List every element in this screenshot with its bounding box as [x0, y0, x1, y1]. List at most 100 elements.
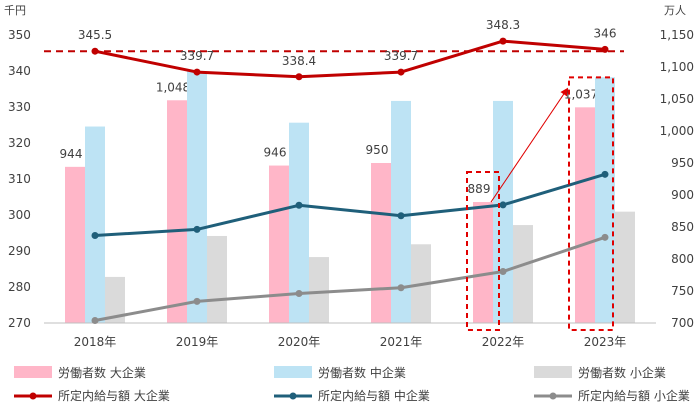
- right-tick-label: 1,000: [660, 124, 694, 138]
- left-tick-label: 270: [8, 316, 31, 330]
- line-point: [601, 233, 609, 241]
- left-tick-label: 320: [8, 136, 31, 150]
- bar: [65, 166, 85, 323]
- highlight-box: [466, 171, 500, 331]
- bar: [207, 235, 227, 323]
- highlight-box: [568, 76, 614, 331]
- left-axis-unit: 千円: [4, 4, 26, 17]
- line-point: [397, 212, 405, 220]
- line-point: [295, 73, 303, 81]
- line-data-label: 339.7: [384, 49, 418, 63]
- left-tick-label: 340: [8, 64, 31, 78]
- legend-swatch: [14, 366, 52, 378]
- right-tick-label: 950: [671, 156, 694, 170]
- legend-label: 所定内給与額 小企業: [578, 388, 690, 403]
- line-point: [499, 37, 507, 45]
- legend-swatch: [274, 366, 312, 378]
- right-tick-label: 850: [671, 220, 694, 234]
- bar: [309, 257, 329, 323]
- legend-swatch: [534, 366, 572, 378]
- bar-data-label: 946: [264, 146, 287, 160]
- line-point: [295, 201, 303, 209]
- line-point: [397, 68, 405, 76]
- left-tick-label: 310: [8, 172, 31, 186]
- lines: 345.5 339.7 338.4 339.7 348.3 346: [78, 18, 617, 324]
- right-tick-label: 900: [671, 188, 694, 202]
- left-axis-ticks: 270 280 290 300 310 320 330 340 350: [8, 28, 31, 330]
- legend-marker: [549, 392, 557, 400]
- right-tick-label: 1,150: [660, 28, 694, 42]
- line-point: [193, 297, 201, 305]
- bar: [187, 71, 207, 323]
- bar: [289, 122, 309, 324]
- left-tick-label: 300: [8, 208, 31, 222]
- legend-label: 労働者数 小企業: [578, 365, 666, 380]
- legend-label: 労働者数 大企業: [58, 365, 146, 380]
- series-line: [94, 172, 606, 238]
- line-point: [601, 45, 609, 53]
- bar-data-label: 889: [468, 182, 491, 196]
- bar: [615, 211, 635, 323]
- bar: [493, 100, 513, 323]
- legend-label: 所定内給与額 中企業: [318, 388, 430, 403]
- series-line: [94, 235, 606, 322]
- bar-data-label: 1,037: [564, 87, 598, 101]
- line-point: [601, 170, 609, 178]
- legend-label: 労働者数 中企業: [318, 365, 406, 380]
- right-tick-label: 800: [671, 252, 694, 266]
- line-point: [91, 232, 99, 240]
- line-data-label: 345.5: [78, 28, 112, 42]
- right-tick-label: 700: [671, 316, 694, 330]
- right-axis-unit: 万人: [664, 4, 686, 17]
- legend-marker: [29, 392, 37, 400]
- left-tick-label: 290: [8, 244, 31, 258]
- line-point: [499, 268, 507, 276]
- bar-data-label: 1,048: [156, 80, 190, 94]
- bar: [371, 163, 391, 323]
- left-tick-label: 350: [8, 28, 31, 42]
- bar-data-label: 944: [60, 147, 83, 161]
- bar: [269, 165, 289, 323]
- category-label: 2023年: [584, 335, 627, 349]
- bar: [85, 126, 105, 324]
- bar: [575, 107, 595, 323]
- category-label: 2018年: [74, 335, 117, 349]
- line-data-label: 346: [594, 26, 617, 40]
- left-tick-label: 280: [8, 280, 31, 294]
- line-point: [91, 47, 99, 55]
- left-tick-label: 330: [8, 100, 31, 114]
- right-tick-label: 1,100: [660, 60, 694, 74]
- category-label: 2019年: [176, 335, 219, 349]
- line-data-label: 339.7: [180, 49, 214, 63]
- category-label: 2022年: [482, 335, 525, 349]
- bar: [473, 202, 493, 323]
- bar-data-label: 950: [366, 143, 389, 157]
- bar: [513, 225, 533, 323]
- category-labels: 2018年 2019年 2020年 2021年 2022年 2023年: [74, 335, 627, 349]
- legend-label: 所定内給与額 大企業: [58, 388, 170, 403]
- highlights: [466, 76, 614, 331]
- line-point: [193, 68, 201, 76]
- line-point: [91, 316, 99, 324]
- series-line: [94, 39, 606, 79]
- bar: [391, 100, 411, 323]
- highlight-arrow: [490, 87, 569, 203]
- bars: 944 1,048 946 950 889 1,037: [60, 71, 635, 324]
- category-label: 2020年: [278, 335, 321, 349]
- line-point: [397, 284, 405, 292]
- bar: [105, 276, 125, 323]
- bar: [595, 77, 615, 324]
- line-point: [295, 289, 303, 297]
- right-axis-ticks: 700 750 800 850 900 950 1,000 1,050 1,100 1,150: [660, 28, 694, 330]
- right-tick-label: 750: [671, 284, 694, 298]
- bar: [167, 100, 187, 323]
- line-point: [499, 201, 507, 209]
- line-data-label: 348.3: [486, 18, 520, 32]
- right-tick-label: 1,050: [660, 92, 694, 106]
- line-data-label: 338.4: [282, 54, 316, 68]
- category-label: 2021年: [380, 335, 423, 349]
- line-point: [193, 225, 201, 233]
- legend-marker: [289, 392, 297, 400]
